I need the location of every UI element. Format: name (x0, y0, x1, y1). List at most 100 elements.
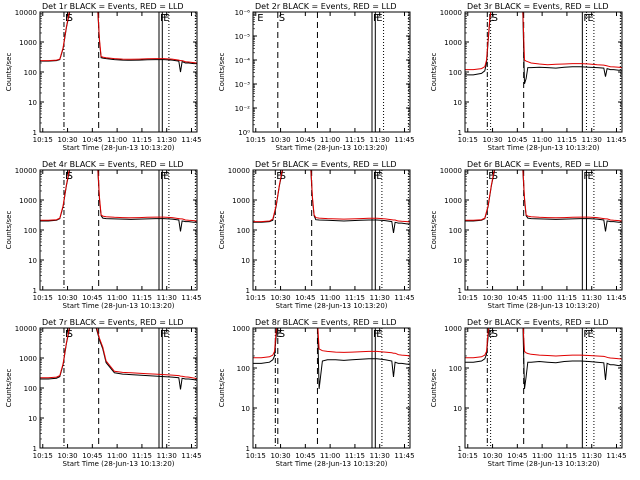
y-axis-label: Counts/sec (218, 369, 226, 408)
x-axis-label: Start Time (28-Jun-13 10:13:20) (488, 144, 600, 152)
chart-panel-7: Det 7r BLACK = Events, RED = LLD 1 10 100 10… (5, 318, 202, 468)
y-tick-label: 1000 (19, 39, 37, 47)
chart-title: Det 2r BLACK = Events, RED = LLD (255, 2, 397, 11)
x-tick-label: 11:00 (320, 294, 340, 302)
y-tick-label: 10 (241, 405, 250, 413)
event-marker-label: F (373, 171, 379, 182)
x-tick-label: 11:45 (606, 136, 626, 144)
event-marker-label: F (160, 13, 166, 24)
y-tick-label: 10 (241, 257, 250, 265)
y-tick-label: 10000 (15, 9, 37, 17)
series-group (253, 170, 410, 233)
event-marker-label: S (279, 13, 285, 24)
x-tick-label: 11:45 (606, 294, 626, 302)
series-group (465, 170, 622, 232)
y-tick-label: 10⁻⁶ (235, 9, 251, 17)
x-axis-label: Start Time (28-Jun-13 10:13:20) (63, 302, 175, 310)
x-tick-label: 10:15 (458, 136, 478, 144)
y-tick-label: 100 (24, 227, 37, 235)
x-tick-label: 10:30 (270, 452, 290, 460)
series-line-lld (40, 12, 197, 64)
chart-panel-9: Det 9r BLACK = Events, RED = LLD 1 10 100 10… (430, 318, 627, 468)
series-group (40, 12, 197, 73)
x-tick-label: 11:30 (370, 136, 390, 144)
x-tick-label: 11:00 (532, 136, 552, 144)
series-line-lld (465, 170, 622, 222)
event-marker-label: F (160, 171, 166, 182)
series-group (465, 328, 622, 389)
x-tick-label: 11:15 (132, 452, 152, 460)
y-tick-label: 1000 (232, 325, 250, 333)
series-group (40, 170, 197, 232)
x-tick-label: 10:45 (82, 136, 102, 144)
x-tick-label: 10:30 (270, 136, 290, 144)
y-tick-label: 10000 (15, 167, 37, 175)
chart-title: Det 3r BLACK = Events, RED = LLD (467, 2, 609, 11)
x-axis-label: Start Time (28-Jun-13 10:13:20) (63, 144, 175, 152)
series-line-lld (40, 328, 197, 380)
chart-panel-3: Det 3r BLACK = Events, RED = LLD 1 10 100 10… (430, 2, 627, 152)
x-tick-label: 10:30 (270, 294, 290, 302)
x-tick-label: 11:00 (107, 136, 127, 144)
y-tick-label: 1 (246, 445, 250, 453)
x-tick-label: 10:30 (482, 136, 502, 144)
event-marker-label: E (163, 329, 169, 340)
y-axis-label: Counts/sec (430, 211, 438, 250)
chart-panel-8: Det 8r BLACK = Events, RED = LLD 1 10 100 10… (218, 318, 415, 468)
x-tick-label: 11:45 (394, 136, 414, 144)
y-tick-label: 10 (28, 99, 37, 107)
x-tick-label: 10:15 (33, 452, 53, 460)
y-tick-label: 1000 (444, 325, 462, 333)
y-tick-label: 10000 (440, 9, 462, 17)
y-axis-label: Counts/sec (218, 211, 226, 250)
chart-title: Det 4r BLACK = Events, RED = LLD (42, 160, 184, 169)
event-marker-label: E (587, 329, 593, 340)
x-tick-label: 11:00 (107, 294, 127, 302)
y-tick-label: 1 (246, 287, 250, 295)
x-tick-label: 11:00 (107, 452, 127, 460)
y-tick-label: 1000 (444, 39, 462, 47)
event-marker-label: S (67, 329, 73, 340)
event-marker-label: E (488, 329, 494, 340)
y-tick-label: 100 (24, 385, 37, 393)
event-marker-label: E (163, 171, 169, 182)
y-tick-label: 10 (28, 415, 37, 423)
x-tick-label: 10:30 (482, 452, 502, 460)
y-tick-label: 10 (28, 257, 37, 265)
y-tick-label: 10⁻³ (235, 81, 251, 89)
series-group (253, 328, 410, 389)
x-tick-label: 11:15 (345, 452, 365, 460)
x-tick-label: 10:30 (482, 294, 502, 302)
y-tick-label: 10000 (228, 167, 250, 175)
y-axis-label: Counts/sec (430, 369, 438, 408)
chart-panel-6: Det 6r BLACK = Events, RED = LLD 1 10 100 10… (430, 160, 627, 310)
y-axis-label: Counts/sec (5, 369, 13, 408)
x-tick-label: 11:30 (370, 294, 390, 302)
x-tick-label: 11:15 (557, 294, 577, 302)
series-group (465, 12, 622, 85)
x-tick-label: 10:15 (246, 294, 266, 302)
x-tick-label: 10:15 (33, 136, 53, 144)
x-axis-label: Start Time (28-Jun-13 10:13:20) (276, 302, 388, 310)
x-tick-label: 11:30 (582, 294, 602, 302)
y-tick-label: 100 (449, 365, 462, 373)
x-tick-label: 10:30 (57, 452, 77, 460)
y-tick-label: 10⁻⁵ (235, 33, 251, 41)
y-axis-label: Counts/sec (5, 53, 13, 92)
x-tick-label: 10:45 (295, 294, 315, 302)
chart-title: Det 5r BLACK = Events, RED = LLD (255, 160, 397, 169)
y-tick-label: 100 (449, 69, 462, 77)
y-axis-label: Counts/sec (218, 53, 226, 92)
plot-frame (39, 169, 198, 291)
chart-title: Det 8r BLACK = Events, RED = LLD (255, 318, 397, 327)
x-tick-label: 11:30 (582, 452, 602, 460)
y-axis-label: Counts/sec (5, 211, 13, 250)
y-tick-label: 10⁻⁴ (235, 57, 251, 65)
x-tick-label: 10:45 (507, 452, 527, 460)
y-tick-label: 1000 (232, 197, 250, 205)
event-marker-label: E (163, 13, 169, 24)
event-marker-label: S (67, 171, 73, 182)
series-line-events (253, 328, 410, 389)
event-marker-label: E (376, 171, 382, 182)
chart-panel-2: Det 2r BLACK = Events, RED = LLD 10⁰ 10⁻² 1… (218, 2, 415, 152)
